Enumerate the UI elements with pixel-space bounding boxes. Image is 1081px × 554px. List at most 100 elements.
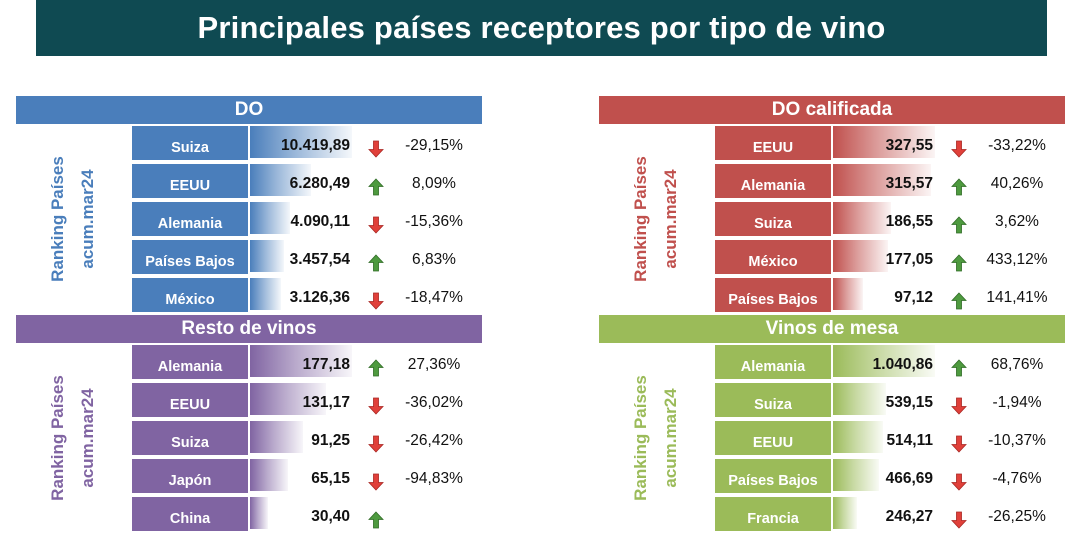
data-bar [250,202,290,234]
arrow-up-icon [368,359,384,377]
arrow-up-icon [368,511,384,529]
data-bar [250,164,311,196]
change-label: 40,26% [990,175,1044,192]
arrow-down-icon [951,397,967,415]
country-label: Suiza [132,421,248,455]
arrow-down-icon [951,473,967,491]
arrow-down-icon [951,140,967,158]
bar-track [833,421,935,455]
data-bar [250,240,284,272]
data-bar [833,202,891,234]
change-label: 68,76% [990,356,1044,373]
data-bar [833,240,888,272]
side-label-line-1: Ranking Países [631,375,651,501]
change-label: -10,37% [988,432,1046,449]
data-bar [833,278,863,310]
table-row: Países Bajos 97,12 141,41% [715,278,1065,312]
data-bar [250,126,352,158]
bar-track [833,240,935,274]
value-label: 315,57 [885,175,933,192]
arrow-down-icon [368,292,384,310]
bar-track [250,345,352,379]
value-label: 131,17 [302,394,350,411]
change-label: -29,15% [405,137,463,154]
data-bar [833,497,857,529]
change-label: -26,25% [988,508,1046,525]
page-title: Principales países receptores por tipo d… [36,0,1047,56]
panel-2: Resto de vinos Ranking Países acum.mar24 Al… [16,315,482,531]
data-bar [250,459,288,491]
country-label: Países Bajos [715,278,831,312]
table-row: EEUU 327,55 -33,22% [715,126,1065,160]
data-bar [250,345,352,377]
panel-1: DO calificada Ranking Países acum.mar24 EEU… [599,96,1065,312]
change-label: -94,83% [405,470,463,487]
bar-track [833,383,935,417]
bar-track [250,126,352,160]
value-label: 10.419,89 [281,137,350,154]
table-row: Suiza 10.419,89 -29,15% [132,126,482,160]
value-label: 91,25 [311,432,350,449]
table-row: Alemania 315,57 40,26% [715,164,1065,198]
bar-track [250,278,352,312]
country-label: Países Bajos [715,459,831,493]
country-label: EEUU [132,383,248,417]
data-bar [250,278,281,310]
table-row: Alemania 1.040,86 68,76% [715,345,1065,379]
arrow-up-icon [951,178,967,196]
arrow-up-icon [951,254,967,272]
country-label: Suiza [715,202,831,236]
arrow-down-icon [368,435,384,453]
side-label: Ranking Países acum.mar24 [38,351,108,525]
change-label: 433,12% [986,251,1048,268]
data-bar [833,164,931,196]
value-label: 186,55 [885,213,933,230]
arrow-down-icon [368,140,384,158]
panel-title: Resto de vinos [16,315,482,343]
change-label: 141,41% [986,289,1048,306]
table-row: México 3.126,36 -18,47% [132,278,482,312]
data-bar [250,383,326,415]
arrow-down-icon [951,511,967,529]
arrow-down-icon [951,435,967,453]
data-bar [833,345,935,377]
data-bar [250,421,303,453]
side-label: Ranking Países acum.mar24 [621,351,691,525]
table-row: Suiza 91,25 -26,42% [132,421,482,455]
arrow-down-icon [368,473,384,491]
change-label: 27,36% [407,356,461,373]
bar-track [250,164,352,198]
panel-0: DO Ranking Países acum.mar24 Suiza 10.419,89… [16,96,482,312]
bar-track [250,497,352,531]
country-label: China [132,497,248,531]
arrow-up-icon [951,359,967,377]
change-label: -33,22% [988,137,1046,154]
panel-3: Vinos de mesa Ranking Países acum.mar24 Ale… [599,315,1065,531]
value-label: 65,15 [311,470,350,487]
side-label-line-2: acum.mar24 [661,169,681,269]
data-bar [833,126,935,158]
change-label: 3,62% [995,213,1039,230]
bar-track [833,126,935,160]
value-label: 3.126,36 [289,289,350,306]
bar-track [250,240,352,274]
arrow-down-icon [368,216,384,234]
arrow-up-icon [368,254,384,272]
value-label: 177,05 [885,251,933,268]
country-label: Alemania [132,202,248,236]
table-row: Países Bajos 3.457,54 6,83% [132,240,482,274]
bar-track [250,383,352,417]
change-label: -4,76% [992,470,1042,487]
arrow-up-icon [951,216,967,234]
country-label: Suiza [715,383,831,417]
change-label: 8,09% [412,175,456,192]
bar-track [833,345,935,379]
panel-title: Vinos de mesa [599,315,1065,343]
table-row: Suiza 539,15 -1,94% [715,383,1065,417]
change-label: -15,36% [405,213,463,230]
data-bar [833,459,879,491]
bar-track [250,421,352,455]
table-row: China 30,40 [132,497,482,531]
country-label: Francia [715,497,831,531]
arrow-down-icon [368,397,384,415]
